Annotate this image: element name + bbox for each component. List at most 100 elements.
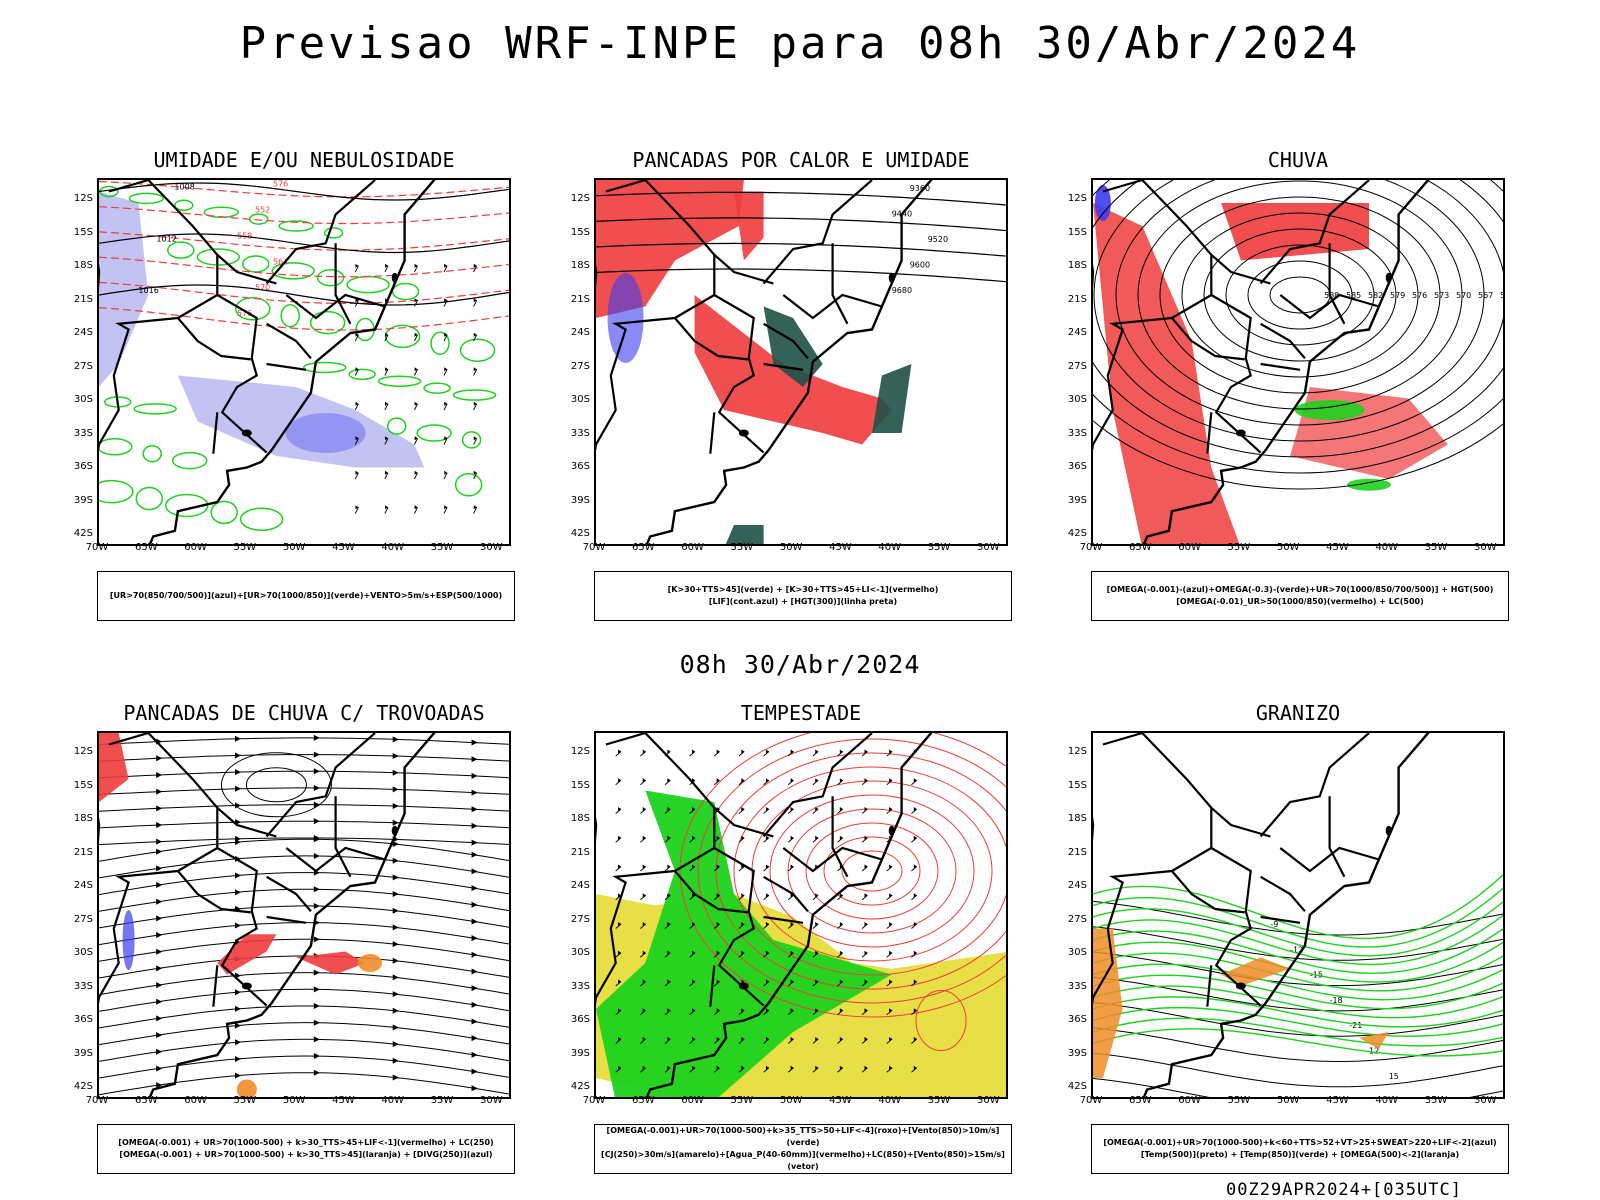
wind-vector [911,923,918,929]
wind-vector [763,779,770,786]
wind-vector [384,438,389,445]
lon-tick-label: 55W [1227,542,1251,553]
contour-label: 15 [1389,1072,1399,1081]
wind-vector [473,300,478,307]
lat-tick-label: 24S [570,327,590,339]
wind-vector [763,952,770,958]
wind-vector [640,981,647,987]
forecast-map: 5765705645585525765705645581016101210081… [97,178,511,546]
lat-tick-label: 21S [570,846,590,858]
lon-tick-label: 70W [85,542,109,553]
lon-tick-label: 30W [479,542,503,553]
lon-tick-label: 55W [730,1095,754,1106]
wind-vector [738,1009,745,1016]
wind-vector [787,981,794,987]
lon-tick-label: 40W [381,1095,405,1106]
wind-vector [664,1009,671,1016]
lat-tick-label: 21S [570,293,590,305]
lat-tick-label: 12S [73,193,93,205]
wind-vector [615,808,622,814]
temp-850-contour [1093,928,1503,974]
wind-vector [443,507,448,514]
wind-vector [763,808,770,814]
lon-tick-label: 45W [1326,542,1349,553]
wind-vector [713,866,720,872]
wind-vector [738,779,745,786]
lat-tick-label: 24S [570,880,590,892]
lat-tick-label: 39S [1067,494,1087,506]
wind-vector [837,1067,844,1073]
wind-vector [861,1009,868,1016]
lon-tick-label: 55W [1227,1095,1251,1106]
wind-vector [861,808,868,814]
contour-label: 12 [1369,1047,1379,1056]
legend-line: [K>30+TTS>45](verde) + [K>30+TTS>45+LI<-… [667,585,939,594]
wind-vector [354,438,359,445]
wind-vector [354,300,359,307]
wind-vector [738,1038,745,1044]
contour-line [596,242,1006,257]
contour-label: 576 [237,309,252,318]
wind-vector [640,779,647,786]
lat-tick-label: 42S [570,1081,590,1092]
wind-vector [763,1038,770,1044]
wind-vector [354,403,359,411]
lat-tick-label: 42S [570,528,590,539]
wind-vector [763,1009,770,1016]
wind-vector [354,472,359,480]
humidity-core [285,413,366,453]
contour-label: 564 [1500,291,1505,300]
contour-line [596,191,1006,206]
temp-850-contour [1093,1028,1503,1057]
lat-tick-label: 27S [570,360,590,372]
wind-vector [787,1067,794,1073]
contour-line [99,307,509,331]
wind-vector [886,1038,893,1044]
lon-tick-label: 60W [184,542,207,553]
lat-tick-label: 33S [73,427,93,439]
wind-vector [837,952,844,958]
wind-vector [738,952,745,958]
wind-vector [640,1009,647,1016]
contour-label: 552 [255,206,270,215]
lat-tick-label: 12S [1067,746,1087,758]
wind-vector [861,751,868,757]
convection-area-south [236,1079,257,1097]
temp-850-contour [1093,900,1503,957]
wind-vector [861,837,868,843]
k-index-area-coast [872,364,912,433]
map-canvas: 588585582579576573570567564561588585 [1093,180,1505,544]
wind-vector [354,369,359,376]
geopotential-contour [1093,420,1503,490]
forecast-map [97,731,511,1099]
wind-vector [837,894,844,901]
panel-title: PANCADAS DE CHUVA C/ TROVOADAS [123,701,485,725]
lat-tick-label: 18S [1067,260,1087,272]
wind-vector [615,779,622,786]
lon-tick-label: 70W [1079,542,1103,553]
convection-area [358,954,383,972]
wind-vector [640,952,647,958]
wind-vector [664,1038,671,1044]
streamline [99,905,509,929]
wind-vector [414,403,419,411]
wind-vector [713,952,720,958]
lon-tick-label: 50W [282,542,306,553]
lon-tick-label: 65W [631,1095,655,1106]
panel-title: UMIDADE E/OU NEBULOSIDADE [153,148,455,172]
wind-vector [763,1067,770,1073]
wind-vector [473,507,478,514]
forecast-map: 588585582579576573570567564561588585 [1091,178,1505,546]
streamline [99,1055,509,1079]
geopotential-contour [1159,196,1441,394]
lon-tick-label: 35W [927,1095,951,1106]
geopotential-contour [1137,180,1463,410]
temp-850-contour [1093,963,1503,1001]
temp-850-contour [1093,914,1503,966]
lat-tick-label: 42S [73,1081,93,1092]
legend-line: [OMEGA(-0.001)+UR>70(1000-500)+k>35_TTS>… [606,1126,1000,1147]
wind-vector [664,923,671,929]
storm-area-north [99,733,129,802]
wind-vector [384,369,389,376]
wind-vector [886,894,893,901]
